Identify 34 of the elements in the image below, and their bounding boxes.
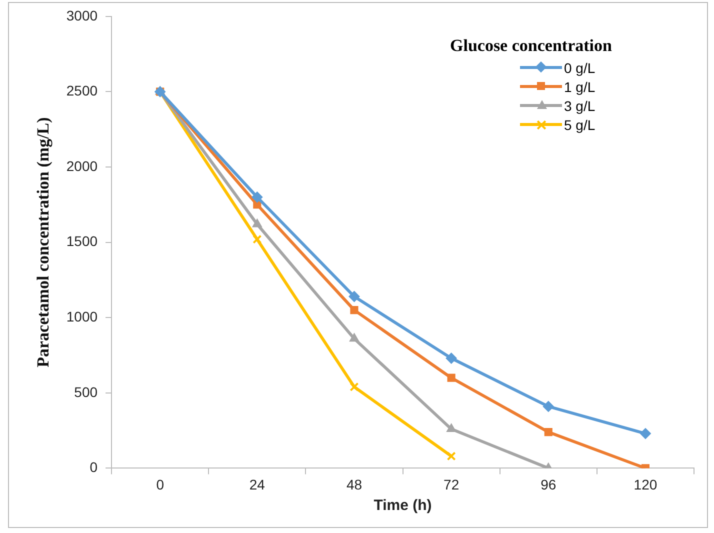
point	[447, 374, 456, 382]
point	[640, 428, 651, 440]
point	[348, 291, 360, 302]
legend-title: Glucose concentration	[450, 36, 612, 56]
y-tick-label: 1000	[66, 308, 98, 324]
legend-label: 1 g/L	[564, 78, 596, 94]
x-tick-label: 96	[540, 476, 556, 492]
legend-label: 3 g/L	[564, 98, 596, 114]
point	[446, 452, 456, 461]
x-axis-title: Time (h)	[374, 497, 432, 514]
point	[446, 352, 457, 364]
point	[349, 333, 360, 342]
y-tick-label: 2000	[66, 158, 98, 174]
legend-label: 0 g/L	[564, 60, 596, 76]
point	[542, 400, 554, 412]
point	[446, 424, 456, 432]
point	[350, 306, 358, 314]
point	[544, 428, 552, 436]
point	[252, 234, 262, 244]
point	[252, 192, 263, 203]
y-tick-label: 0	[90, 459, 98, 476]
y-axis-title: Paracetamol concentration (mg/L)	[34, 117, 53, 368]
y-tick-label: 3000	[66, 7, 98, 24]
x-tick-label: 24	[249, 476, 266, 492]
x-tick-label: 120	[634, 476, 658, 492]
legend-label: 5 g/L	[564, 116, 596, 132]
x-tick-label: 72	[444, 476, 460, 492]
y-tick-label: 500	[74, 384, 98, 400]
point	[252, 218, 262, 228]
y-tick-label: 2500	[66, 82, 98, 99]
x-tick-label: 48	[346, 476, 362, 492]
y-tick-label: 1500	[66, 233, 98, 250]
point	[350, 382, 359, 392]
x-tick-label: 0	[156, 476, 164, 492]
